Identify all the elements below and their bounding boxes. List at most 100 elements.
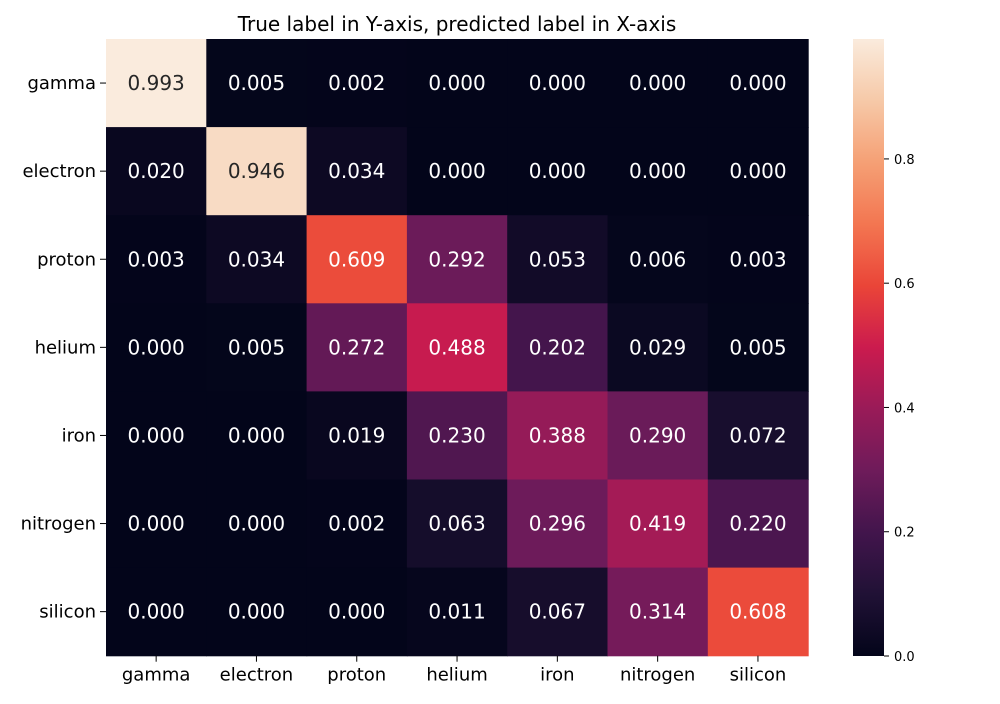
heatmap-cell-nitrogen-proton <box>306 479 408 569</box>
cell-value-label: 0.003 <box>128 247 185 271</box>
heatmap-cell-proton-iron <box>507 215 609 304</box>
colorbar-tick-label: 0.6 <box>894 277 915 292</box>
y-tick-label-iron: iron <box>62 425 96 446</box>
x-tick-label-gamma: gamma <box>122 665 191 686</box>
cell-value-label: 0.000 <box>428 159 485 183</box>
heatmap-cell-proton-helium <box>406 215 508 304</box>
heatmap-cell-helium-gamma <box>106 303 207 392</box>
cell-value-label: 0.993 <box>128 71 185 95</box>
cell-value-label: 0.000 <box>228 600 285 624</box>
heatmap-cell-gamma-silicon <box>707 39 809 128</box>
cell-value-label: 0.296 <box>529 512 586 536</box>
cell-value-label: 0.000 <box>128 600 185 624</box>
cell-value-label: 0.000 <box>529 159 586 183</box>
heatmap-cell-iron-nitrogen <box>607 391 709 481</box>
cell-value-label: 0.000 <box>629 159 686 183</box>
cell-value-label: 0.029 <box>629 335 686 359</box>
heatmap-cell-helium-nitrogen <box>607 303 709 392</box>
cell-value-label: 0.006 <box>629 247 686 271</box>
heatmap-cell-electron-gamma <box>106 127 207 216</box>
heatmap-cell-proton-gamma <box>106 215 207 304</box>
heatmap-cell-nitrogen-iron <box>507 479 609 569</box>
colorbar: 0.0 0.2 0.4 0.6 0.8 <box>853 39 915 665</box>
heatmap-cell-helium-helium <box>406 303 508 392</box>
x-tick-label-nitrogen: nitrogen <box>620 665 695 686</box>
cell-value-label: 0.000 <box>128 512 185 536</box>
heatmap-cell-proton-electron <box>206 215 308 304</box>
x-tick-label-proton: proton <box>327 665 386 686</box>
heatmap-cell-gamma-helium <box>406 39 508 128</box>
cell-value-label: 0.067 <box>529 600 586 624</box>
heatmap-cell-proton-nitrogen <box>607 215 709 304</box>
cell-value-label: 0.202 <box>529 335 586 359</box>
x-tick-label-electron: electron <box>220 665 294 686</box>
y-tick-label-gamma: gamma <box>27 73 96 94</box>
heatmap-cell-gamma-iron <box>507 39 609 128</box>
heatmap-cell-iron-gamma <box>106 391 207 481</box>
colorbar-tick-label: 0.0 <box>894 650 915 665</box>
cell-value-label: 0.000 <box>328 600 385 624</box>
heatmap-cell-electron-silicon <box>707 127 809 216</box>
cell-value-label: 0.230 <box>428 423 485 447</box>
heatmap-cell-electron-proton <box>306 127 408 216</box>
heatmap-cell-silicon-gamma <box>106 567 207 657</box>
heatmap-cells <box>106 39 809 657</box>
y-tick-label-proton: proton <box>37 249 96 270</box>
cell-value-label: 0.053 <box>529 247 586 271</box>
heatmap-cell-silicon-iron <box>507 567 609 657</box>
heatmap-cell-electron-helium <box>406 127 508 216</box>
heatmap-cell-nitrogen-gamma <box>106 479 207 569</box>
y-tick-label-nitrogen: nitrogen <box>21 514 96 535</box>
heatmap-cell-iron-proton <box>306 391 408 481</box>
cell-value-label: 0.000 <box>128 335 185 359</box>
heatmap-cell-electron-iron <box>507 127 609 216</box>
cell-value-label: 0.292 <box>428 247 485 271</box>
cell-value-label: 0.000 <box>128 423 185 447</box>
cell-value-label: 0.034 <box>328 159 385 183</box>
heatmap-cell-gamma-electron <box>206 39 308 128</box>
heatmap-cell-silicon-proton <box>306 567 408 657</box>
cell-value-label: 0.946 <box>228 159 285 183</box>
cell-value-label: 0.005 <box>228 335 285 359</box>
heatmap-cell-nitrogen-silicon <box>707 479 809 569</box>
heatmap-cell-silicon-electron <box>206 567 308 657</box>
cell-value-label: 0.005 <box>729 335 786 359</box>
cell-value-label: 0.011 <box>428 600 485 624</box>
heatmap-cell-iron-silicon <box>707 391 809 481</box>
x-axis: gamma electron proton helium iron nitrogen sil… <box>122 655 787 686</box>
cell-value-label: 0.034 <box>228 247 285 271</box>
cell-value-label: 0.609 <box>328 247 385 271</box>
cell-value-label: 0.220 <box>729 512 786 536</box>
heatmap-cell-silicon-silicon <box>707 567 809 657</box>
y-tick-label-silicon: silicon <box>39 602 96 623</box>
heatmap-cell-gamma-nitrogen <box>607 39 709 128</box>
y-tick-label-helium: helium <box>35 337 96 358</box>
cell-value-label: 0.000 <box>428 71 485 95</box>
colorbar-gradient <box>853 39 884 656</box>
cell-value-label: 0.019 <box>328 423 385 447</box>
cell-value-label: 0.000 <box>529 71 586 95</box>
heatmap-cell-iron-helium <box>406 391 508 481</box>
cell-value-label: 0.608 <box>729 600 786 624</box>
cell-value-label: 0.419 <box>629 512 686 536</box>
chart-title: True label in Y-axis, predicted label in… <box>237 12 677 36</box>
heatmap-cell-helium-iron <box>507 303 609 392</box>
x-tick-label-silicon: silicon <box>730 665 787 686</box>
cell-value-label: 0.005 <box>228 71 285 95</box>
cell-value-label: 0.000 <box>228 423 285 447</box>
heatmap-cell-silicon-helium <box>406 567 508 657</box>
heatmap-cell-helium-proton <box>306 303 408 392</box>
heatmap-cell-proton-proton <box>306 215 408 304</box>
y-tick-label-electron: electron <box>22 161 96 182</box>
x-tick-label-helium: helium <box>426 665 487 686</box>
cell-value-label: 0.290 <box>629 423 686 447</box>
heatmap-cell-electron-electron <box>206 127 308 216</box>
heatmap-cell-iron-electron <box>206 391 308 481</box>
cell-value-label: 0.000 <box>228 512 285 536</box>
colorbar-tick-label: 0.2 <box>894 526 915 541</box>
cell-value-label: 0.000 <box>629 71 686 95</box>
colorbar-tick-label: 0.8 <box>894 153 915 168</box>
heatmap-cell-helium-silicon <box>707 303 809 392</box>
